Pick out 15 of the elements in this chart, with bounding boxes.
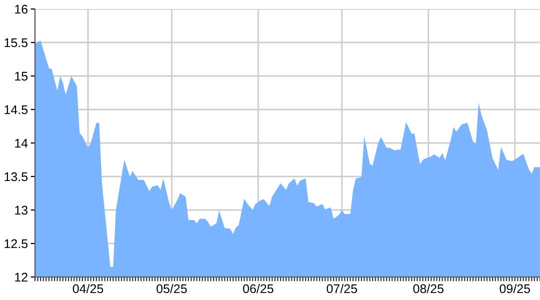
x-tick-label: 09/25 — [500, 284, 530, 294]
x-tick-label: 07/25 — [326, 284, 358, 294]
y-tick-label: 14.5 — [4, 105, 28, 114]
x-tick-label: 06/25 — [243, 284, 274, 294]
y-tick-label: 12.5 — [4, 239, 28, 248]
y-tick-label: 12 — [15, 272, 28, 282]
y-tick-label: 13 — [15, 206, 28, 215]
y-tick-label: 16 — [15, 4, 28, 14]
y-tick-label: 14 — [15, 138, 28, 148]
x-tick-label: 04/25 — [72, 284, 104, 294]
x-tick-label: 08/25 — [413, 284, 444, 294]
y-tick-label: 15 — [15, 72, 28, 81]
y-tick-label: 15.5 — [4, 38, 28, 48]
y-tick-label: 13.5 — [4, 172, 28, 182]
x-tick-label: 05/25 — [156, 284, 187, 294]
